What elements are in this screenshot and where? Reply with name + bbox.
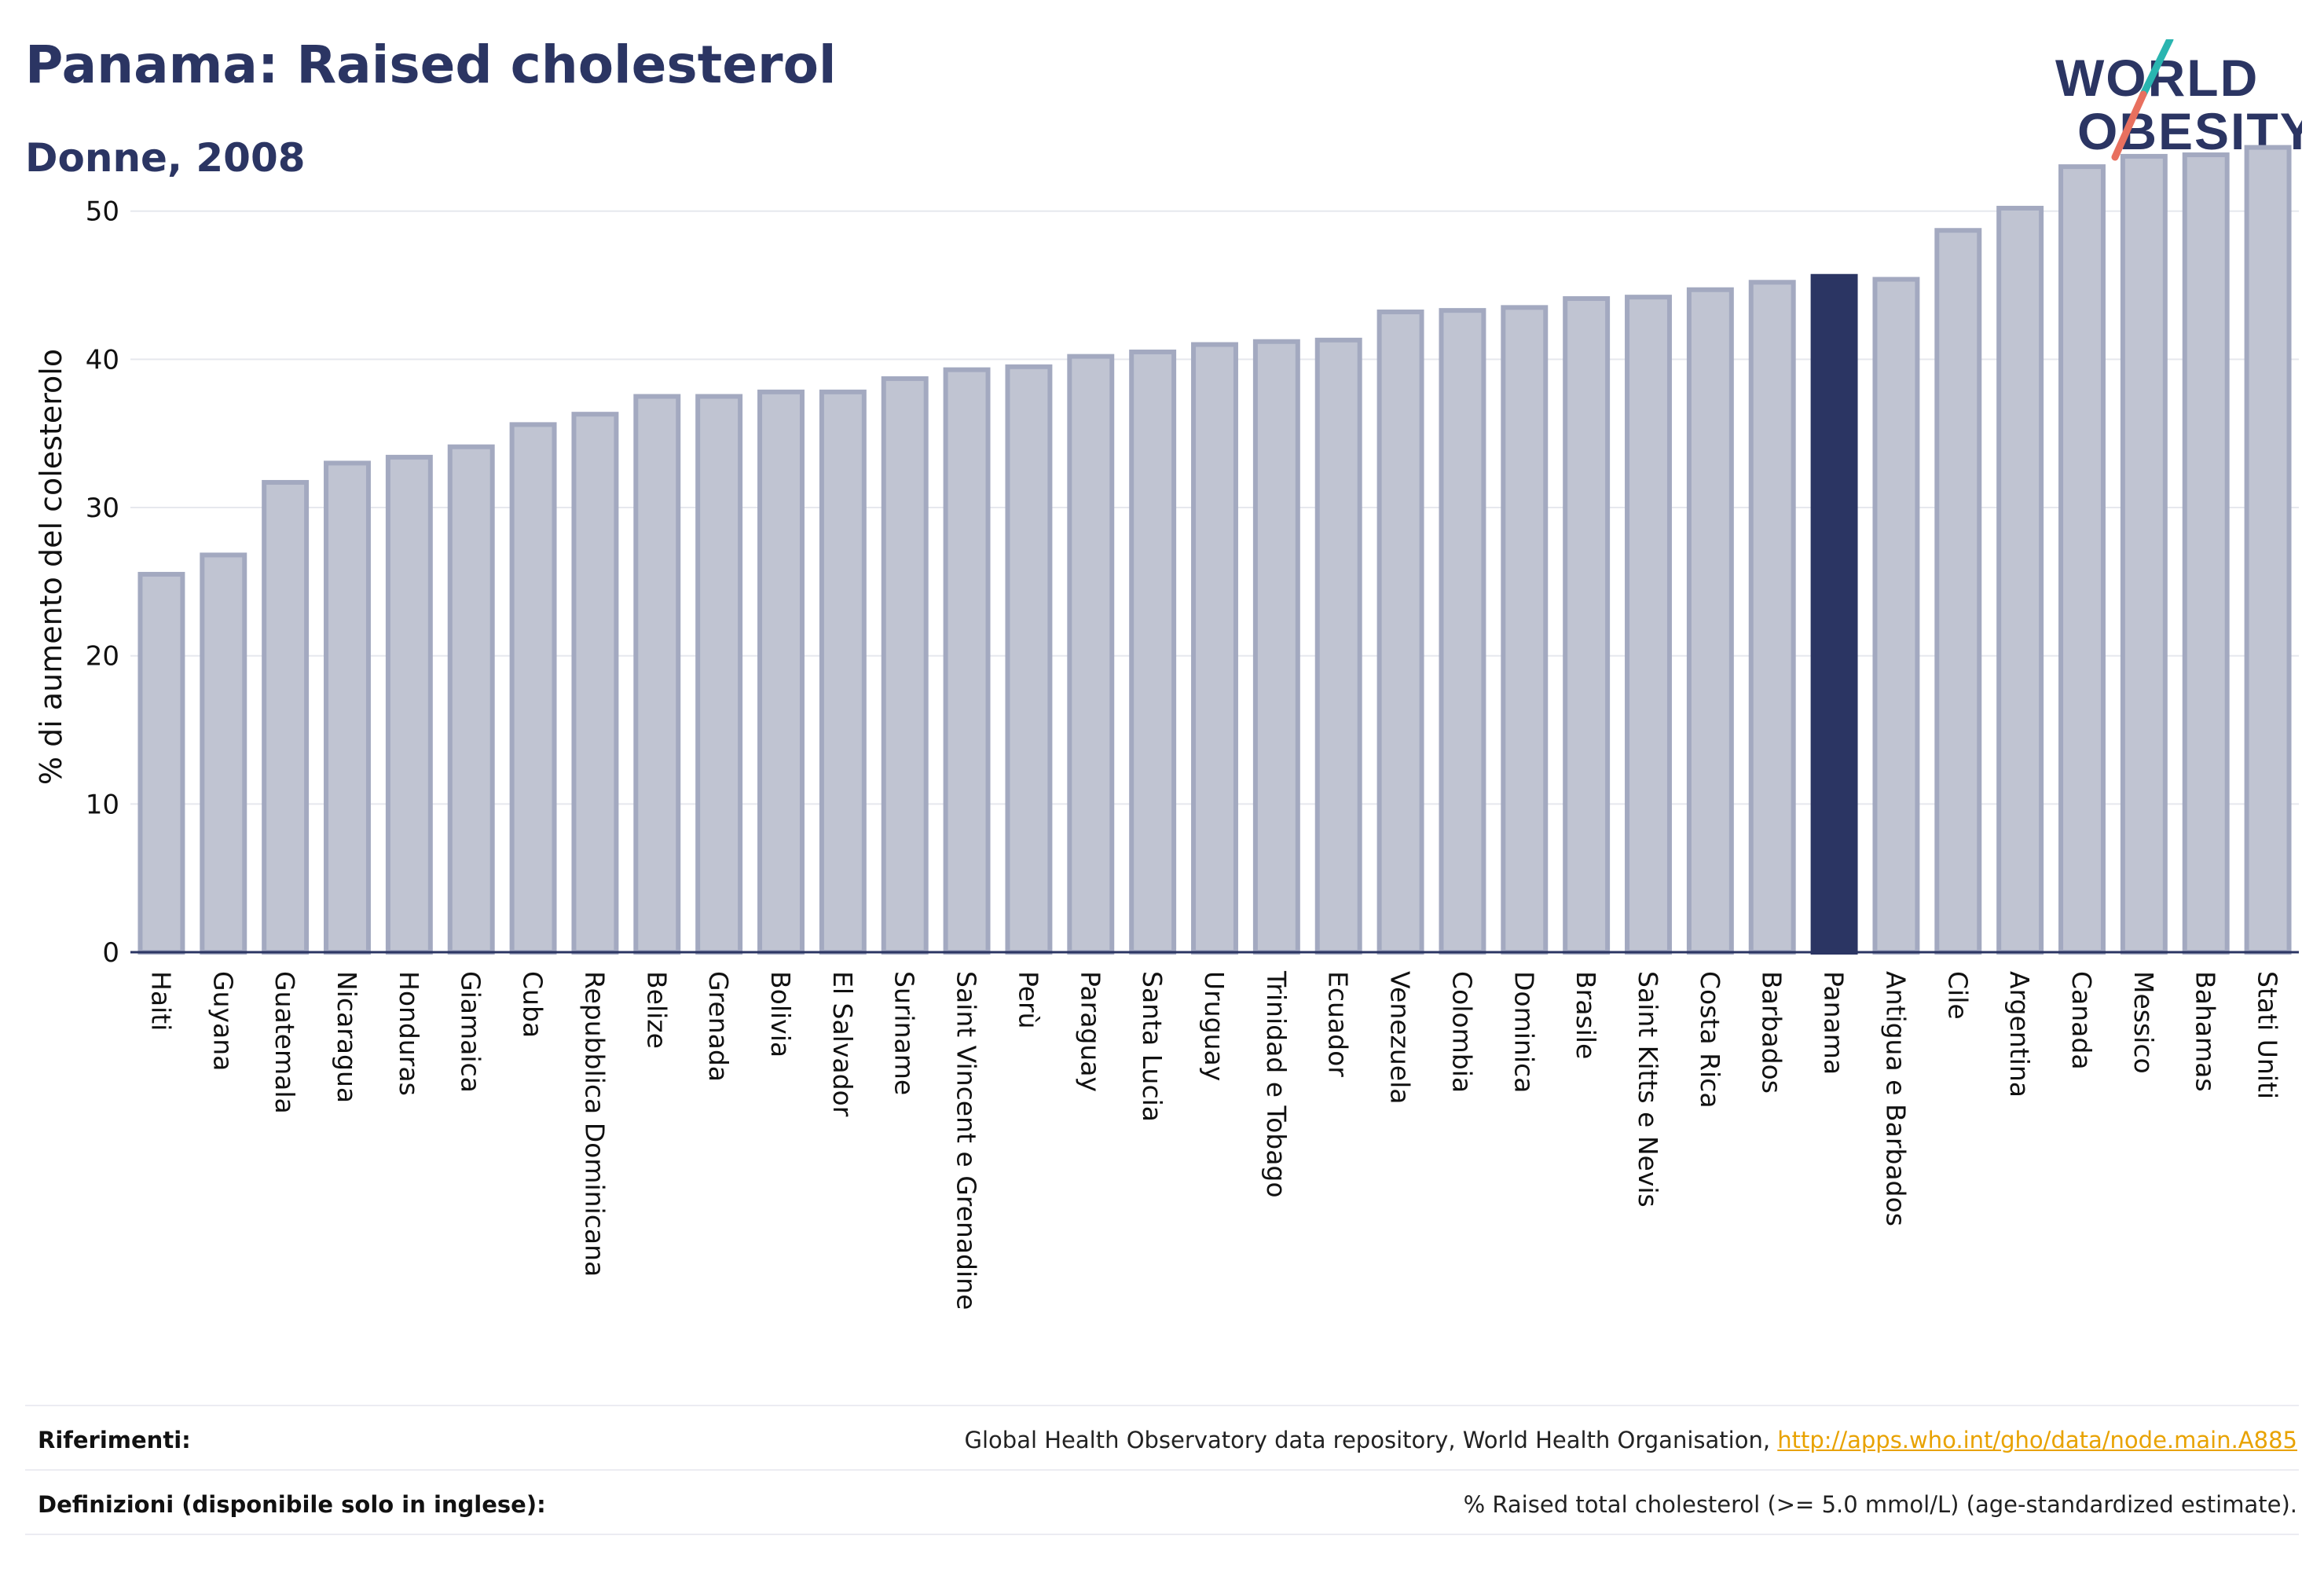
x-tick-label: Bahamas — [2190, 971, 2221, 1092]
x-tick-label: Panama — [1819, 971, 1849, 1075]
footer-divider — [25, 1469, 2299, 1471]
x-tick-label: Cile — [1942, 971, 1973, 1020]
x-tick-label: Venezuela — [1385, 971, 1416, 1104]
bar — [1501, 305, 1549, 955]
bar — [881, 376, 929, 955]
bar — [385, 454, 433, 955]
logo-slash-coral — [2111, 90, 2147, 161]
x-tick-label: Bolivia — [765, 971, 796, 1057]
x-tick-label: Giamaica — [456, 971, 486, 1093]
bar — [1191, 342, 1238, 955]
bar — [1748, 280, 1796, 955]
bar — [1439, 308, 1486, 955]
y-tick-label: 0 — [102, 937, 119, 969]
page-subtitle: Donne, 2008 — [25, 135, 306, 181]
x-tick-label: Belize — [641, 971, 672, 1049]
bar — [943, 367, 991, 955]
footer-divider — [25, 1405, 2299, 1406]
x-tick-label: Brasile — [1571, 971, 1601, 1059]
world-obesity-logo: WORLD OBESITY — [2055, 39, 2302, 161]
y-tick-label: 20 — [86, 641, 119, 673]
bar — [819, 389, 867, 955]
x-tick-label: Repubblica Dominicana — [579, 971, 610, 1277]
references-text: Global Health Observatory data repositor… — [965, 1427, 2297, 1453]
x-tick-label: Ecuador — [1323, 971, 1354, 1077]
x-tick-label: Colombia — [1446, 971, 1477, 1093]
x-tick-label: Saint Vincent e Grenadine — [951, 971, 982, 1310]
bar — [447, 444, 495, 955]
x-tick-label: Honduras — [394, 971, 424, 1096]
y-tick-label: 30 — [86, 493, 119, 524]
bar — [695, 394, 743, 955]
bar — [1625, 295, 1672, 955]
x-tick-label: Haiti — [145, 971, 176, 1031]
y-tick-label: 10 — [86, 789, 119, 820]
definitions-text: % Raised total cholesterol (>= 5.0 mmol/… — [1463, 1491, 2297, 1518]
bar — [1067, 354, 1115, 955]
y-tick-label: 50 — [86, 196, 119, 228]
bar — [324, 460, 371, 955]
bar — [1996, 205, 2044, 955]
bar — [2058, 164, 2106, 955]
x-tick-label: Paraguay — [1075, 971, 1105, 1092]
x-tick-label: Stati Uniti — [2253, 971, 2283, 1099]
x-tick-label: Cuba — [518, 971, 548, 1038]
x-tick-label: Santa Lucia — [1137, 971, 1167, 1122]
bar — [1376, 310, 1424, 955]
bar — [757, 389, 805, 955]
bar — [2244, 145, 2292, 955]
footer-divider — [25, 1534, 2299, 1535]
bar-highlighted — [1810, 273, 1858, 955]
bar — [1005, 364, 1053, 955]
logo-word-world: WORLD — [2055, 49, 2259, 107]
bar — [571, 412, 619, 955]
page-title: Panama: Raised cholesterol — [25, 35, 837, 95]
x-tick-label: Costa Rica — [1695, 971, 1725, 1109]
bar — [1252, 339, 1300, 955]
bar — [509, 422, 557, 955]
x-tick-label: Guyana — [207, 971, 238, 1071]
bar — [1314, 337, 1362, 955]
bar-chart: 0 10 20 30 40 50 Haiti Guyana Guatemala Nicaragu… — [34, 145, 2299, 1310]
x-tick-label: Suriname — [889, 971, 920, 1095]
x-tick-label: El Salvador — [827, 971, 858, 1117]
x-tick-label: Grenada — [703, 971, 734, 1082]
references-link[interactable]: http://apps.who.int/gho/data/node.main.A… — [1777, 1427, 2297, 1453]
bar — [1563, 296, 1611, 955]
y-axis-label: % di aumento del colesterolo — [34, 349, 68, 785]
definitions-label: Definizioni (disponibile solo in inglese… — [38, 1491, 546, 1518]
bar — [200, 552, 247, 955]
x-tick-label: Perù — [1013, 971, 1043, 1029]
x-tick-label: Guatemala — [269, 971, 300, 1114]
x-tick-label: Uruguay — [1199, 971, 1230, 1081]
x-tick-label: Antigua e Barbados — [1880, 971, 1911, 1226]
y-tick-label: 40 — [86, 344, 119, 376]
bar — [1686, 287, 1734, 955]
bar — [137, 571, 185, 955]
bar — [633, 394, 681, 955]
x-tick-label: Messico — [2128, 971, 2159, 1074]
x-tick-label: Trinidad e Tobago — [1261, 970, 1292, 1198]
references-label: Riferimenti: — [38, 1427, 191, 1453]
bar — [2120, 153, 2168, 955]
x-tick-label: Dominica — [1508, 971, 1539, 1093]
x-tick-label: Canada — [2066, 971, 2097, 1070]
x-tick-label: Nicaragua — [332, 971, 362, 1103]
bar — [1129, 349, 1177, 955]
references-source: Global Health Observatory data repositor… — [964, 1427, 1778, 1453]
bar — [1872, 277, 1920, 955]
bar — [1934, 228, 1982, 955]
bar — [2182, 152, 2230, 955]
logo-slash-teal — [2139, 39, 2174, 98]
x-tick-label: Saint Kitts e Nevis — [1633, 971, 1663, 1208]
x-tick-label: Argentina — [2004, 971, 2035, 1098]
bar — [262, 479, 310, 955]
x-tick-label: Barbados — [1757, 971, 1787, 1094]
